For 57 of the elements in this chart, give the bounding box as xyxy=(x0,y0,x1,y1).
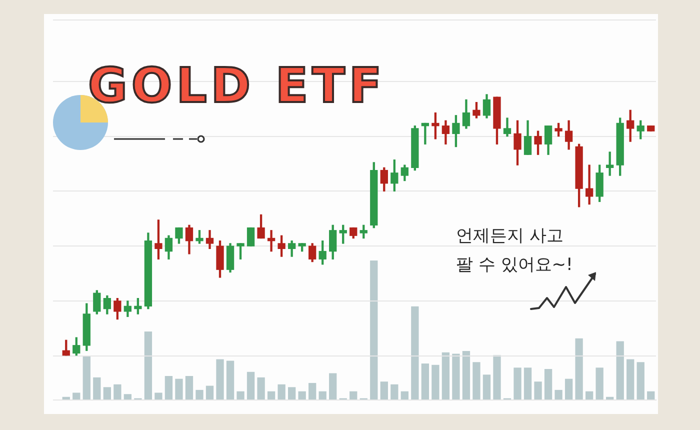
bar xyxy=(411,306,419,400)
bar xyxy=(544,369,552,400)
bar xyxy=(585,391,594,400)
bar xyxy=(636,362,644,400)
bar xyxy=(103,387,111,400)
bar xyxy=(329,373,337,400)
bar xyxy=(400,391,408,400)
bar xyxy=(114,384,122,400)
bar xyxy=(493,355,501,400)
bar xyxy=(472,362,480,400)
candlestick xyxy=(585,164,594,205)
bar xyxy=(236,391,244,400)
bar xyxy=(226,360,234,400)
bar xyxy=(216,359,224,400)
candlestick xyxy=(267,230,276,252)
bar xyxy=(524,368,532,400)
bar xyxy=(370,260,378,400)
bar xyxy=(564,378,573,400)
bar xyxy=(514,368,522,400)
bar xyxy=(554,390,562,400)
bar xyxy=(482,374,491,400)
bar xyxy=(616,341,624,400)
bar xyxy=(93,377,101,400)
chart-title: GOLD ETF xyxy=(88,58,386,114)
bar xyxy=(144,331,152,400)
bar xyxy=(596,368,604,400)
bar xyxy=(298,391,306,400)
bar xyxy=(421,363,430,400)
bar xyxy=(442,352,450,400)
bar xyxy=(288,387,296,400)
bar xyxy=(575,338,583,400)
bar xyxy=(647,391,655,400)
bar xyxy=(164,376,173,400)
bar xyxy=(206,386,214,400)
bar xyxy=(534,382,542,400)
bar xyxy=(175,378,183,400)
bar xyxy=(267,391,276,400)
bar xyxy=(308,382,316,400)
bar xyxy=(154,392,162,400)
bar xyxy=(185,376,194,400)
bar xyxy=(432,364,440,400)
bar xyxy=(350,391,358,400)
bar xyxy=(278,384,286,400)
bar xyxy=(82,356,90,400)
bar xyxy=(452,354,460,400)
bar xyxy=(462,350,470,400)
bar xyxy=(196,390,204,400)
bar xyxy=(246,372,255,400)
bar xyxy=(626,359,634,400)
candlestick xyxy=(421,122,430,144)
bar xyxy=(318,391,326,400)
bar xyxy=(390,384,398,400)
bar xyxy=(257,377,265,400)
bar xyxy=(380,382,388,400)
bar xyxy=(72,392,80,400)
annotation: 언제든지 사고 팔 수 있어요~! xyxy=(456,225,573,277)
bar xyxy=(124,394,132,400)
